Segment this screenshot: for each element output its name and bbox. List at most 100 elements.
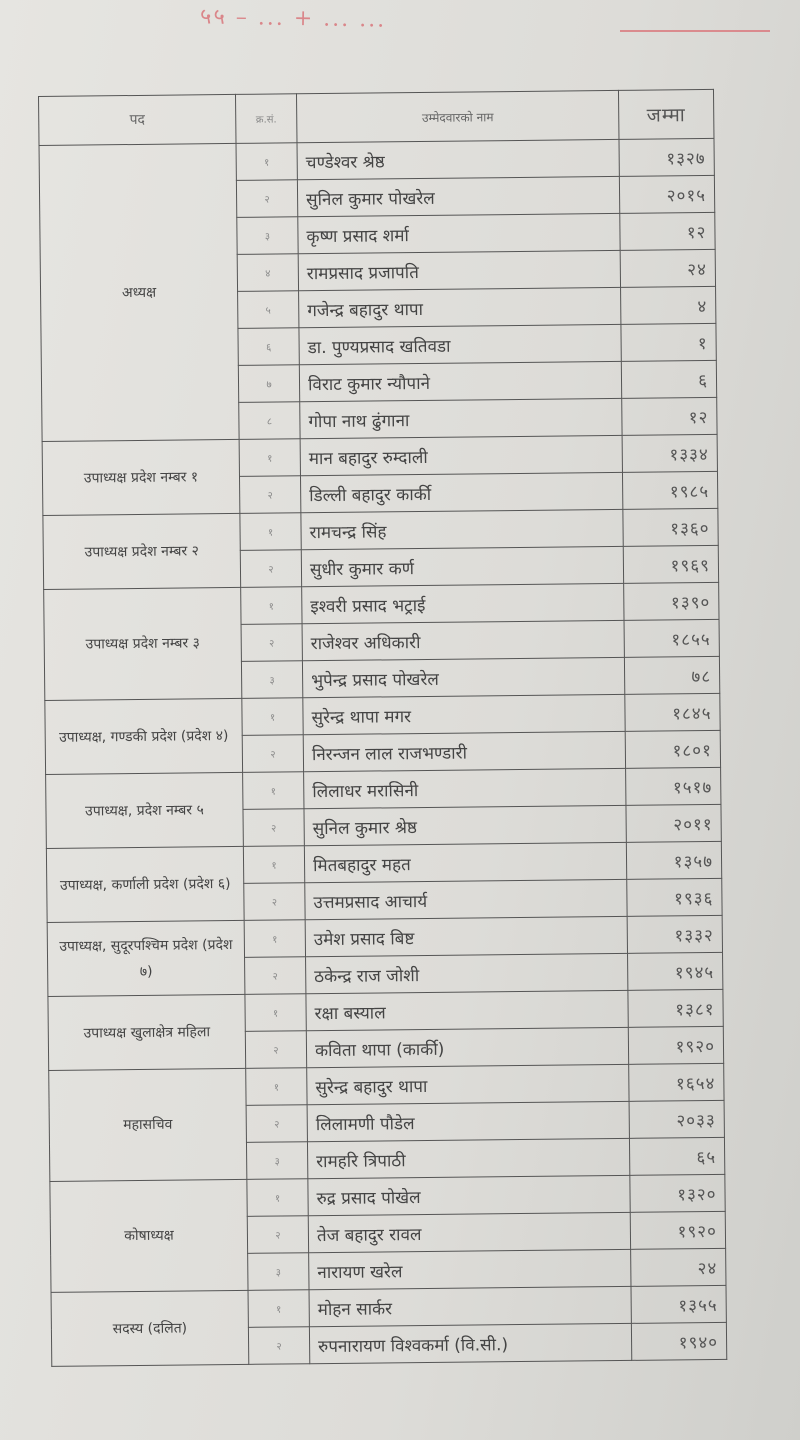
header-total: जम्मा bbox=[618, 89, 714, 140]
serial-cell: १ bbox=[241, 697, 304, 736]
serial-cell: २ bbox=[244, 956, 306, 995]
candidate-name-cell: राजेश्वर अधिकारी bbox=[302, 620, 625, 661]
vote-total-cell: २०३३ bbox=[629, 1100, 725, 1139]
vote-total-cell: १९६९ bbox=[623, 545, 719, 584]
candidate-name-cell: डिल्ली बहादुर कार्की bbox=[300, 472, 623, 513]
handwritten-underline bbox=[620, 30, 770, 32]
serial-cell: २ bbox=[247, 1215, 309, 1254]
vote-total-cell: ७८ bbox=[624, 656, 720, 695]
vote-total-cell: १३२७ bbox=[618, 138, 715, 177]
candidate-name-cell: मोहन सार्कर bbox=[309, 1286, 632, 1327]
candidate-name-cell: रामचन्द्र सिंह bbox=[300, 509, 624, 550]
handwritten-note: ५५ – ... + ... ... bbox=[199, 4, 387, 33]
candidate-name-cell: रुद्र प्रसाद पोखेल bbox=[307, 1175, 631, 1216]
post-cell: उपाध्यक्ष प्रदेश नम्बर ३ bbox=[43, 587, 242, 701]
serial-cell: २ bbox=[240, 549, 302, 588]
serial-cell: २ bbox=[242, 734, 304, 773]
vote-total-cell: १३५५ bbox=[630, 1285, 727, 1324]
serial-cell: १ bbox=[244, 993, 307, 1032]
serial-cell: २ bbox=[241, 623, 303, 662]
serial-cell: ६ bbox=[237, 327, 300, 366]
vote-total-cell: २४ bbox=[630, 1248, 726, 1287]
vote-total-cell: ६५ bbox=[629, 1137, 725, 1176]
vote-total-cell: २४ bbox=[620, 249, 716, 288]
serial-cell: २ bbox=[248, 1326, 310, 1365]
vote-total-cell: १८५५ bbox=[624, 619, 720, 658]
vote-total-cell: १३२० bbox=[629, 1174, 726, 1213]
candidate-name-cell: तेज बहादुर रावल bbox=[308, 1212, 631, 1253]
post-cell: महासचिव bbox=[48, 1068, 247, 1182]
serial-cell: २ bbox=[245, 1030, 307, 1069]
candidate-name-cell: गोपा नाथ ढुंगाना bbox=[299, 398, 623, 439]
serial-cell: १ bbox=[236, 142, 298, 181]
serial-cell: २ bbox=[242, 808, 305, 847]
candidate-name-cell: सुरेन्द्र बहादुर थापा bbox=[306, 1064, 630, 1105]
candidate-name-cell: लिलामणी पौडेल bbox=[307, 1101, 630, 1142]
vote-total-cell: १३६० bbox=[622, 508, 719, 547]
vote-total-cell: २०११ bbox=[625, 804, 722, 843]
vote-total-cell: १९८५ bbox=[622, 471, 718, 510]
post-cell: उपाध्यक्ष, कर्णाली प्रदेश (प्रदेश ६) bbox=[46, 846, 245, 923]
candidate-name-cell: कृष्ण प्रसाद शर्मा bbox=[297, 213, 621, 254]
header-post: पद bbox=[38, 94, 237, 146]
vote-total-cell: १९२० bbox=[630, 1211, 726, 1250]
serial-cell: ४ bbox=[237, 253, 299, 292]
vote-total-cell: १९३६ bbox=[626, 878, 723, 917]
post-cell: उपाध्यक्ष खुलाक्षेत्र महिला bbox=[47, 994, 246, 1071]
serial-cell: ३ bbox=[241, 660, 303, 699]
header-name: उम्मेदवारको नाम bbox=[296, 90, 619, 143]
vote-total-cell: १८०१ bbox=[625, 730, 721, 769]
vote-total-cell: १९४५ bbox=[627, 952, 723, 991]
serial-cell: १ bbox=[242, 771, 304, 810]
header-row: पद क्र.सं. उम्मेदवारको नाम जम्मा bbox=[38, 89, 714, 146]
candidate-name-cell: सुनिल कुमार पोखरेल bbox=[297, 176, 620, 217]
serial-cell: १ bbox=[248, 1289, 310, 1328]
results-table: पद क्र.सं. उम्मेदवारको नाम जम्मा अध्यक्ष… bbox=[38, 89, 727, 1367]
candidate-name-cell: चण्डेश्वर श्रेष्ठ bbox=[297, 139, 620, 180]
post-cell: उपाध्यक्ष, गण्डकी प्रदेश (प्रदेश ४) bbox=[44, 698, 243, 775]
vote-total-cell: १९४० bbox=[631, 1322, 727, 1361]
candidate-name-cell: सुनिल कुमार श्रेष्ठ bbox=[303, 805, 627, 846]
candidate-name-cell: विराट कुमार न्यौपाने bbox=[299, 361, 622, 402]
table-body: अध्यक्ष १ चण्डेश्वर श्रेष्ठ १३२७ २ सुनिल कुमा… bbox=[39, 138, 727, 1367]
vote-total-cell: १८४५ bbox=[624, 693, 721, 732]
vote-total-cell: १३५७ bbox=[626, 841, 722, 880]
header-serial: क्र.सं. bbox=[235, 93, 298, 144]
serial-cell: २ bbox=[246, 1104, 308, 1143]
serial-cell: १ bbox=[243, 845, 305, 884]
vote-total-cell: ६ bbox=[621, 360, 717, 399]
post-cell: उपाध्यक्ष, प्रदेश नम्बर ५ bbox=[45, 772, 244, 849]
vote-total-cell: १६५४ bbox=[628, 1063, 725, 1102]
serial-cell: १ bbox=[240, 586, 303, 625]
serial-cell: २ bbox=[243, 882, 306, 921]
serial-cell: ८ bbox=[238, 401, 301, 440]
serial-cell: ५ bbox=[237, 290, 299, 329]
candidate-name-cell: सुरेन्द्र थापा मगर bbox=[302, 694, 626, 735]
serial-cell: २ bbox=[236, 179, 298, 218]
vote-total-cell: १३९० bbox=[623, 582, 720, 621]
serial-cell: १ bbox=[239, 512, 302, 551]
candidate-name-cell: मान बहादुर रुम्दाली bbox=[300, 435, 623, 476]
serial-cell: ३ bbox=[247, 1252, 310, 1291]
vote-total-cell: १ bbox=[620, 323, 717, 362]
candidate-name-cell: उत्तमप्रसाद आचार्य bbox=[304, 879, 628, 920]
vote-total-cell: १३८१ bbox=[627, 989, 724, 1028]
results-sheet: पद क्र.सं. उम्मेदवारको नाम जम्मा अध्यक्ष… bbox=[38, 89, 727, 1367]
candidate-name-cell: रुपनारायण विश्वकर्मा (वि.सी.) bbox=[309, 1323, 632, 1364]
candidate-name-cell: गजेन्द्र बहादुर थापा bbox=[298, 287, 621, 328]
serial-cell: १ bbox=[239, 438, 301, 477]
post-cell: कोषाध्यक्ष bbox=[49, 1179, 249, 1293]
serial-cell: ३ bbox=[236, 216, 299, 255]
candidate-name-cell: नारायण खरेल bbox=[308, 1249, 631, 1290]
serial-cell: ३ bbox=[246, 1141, 308, 1180]
post-cell: उपाध्यक्ष प्रदेश नम्बर २ bbox=[42, 513, 241, 590]
candidate-name-cell: रामप्रसाद प्रजापति bbox=[298, 250, 621, 291]
candidate-name-cell: सुधीर कुमार कर्ण bbox=[301, 546, 624, 587]
candidate-name-cell: लिलाधर मरासिनी bbox=[303, 768, 626, 809]
vote-total-cell: १३३२ bbox=[627, 915, 723, 954]
candidate-name-cell: ठकेन्द्र राज जोशी bbox=[305, 953, 628, 994]
candidate-name-cell: डा. पुण्यप्रसाद खतिवडा bbox=[298, 324, 622, 365]
post-cell: सदस्य (दलित) bbox=[51, 1290, 249, 1367]
serial-cell: २ bbox=[239, 475, 301, 514]
